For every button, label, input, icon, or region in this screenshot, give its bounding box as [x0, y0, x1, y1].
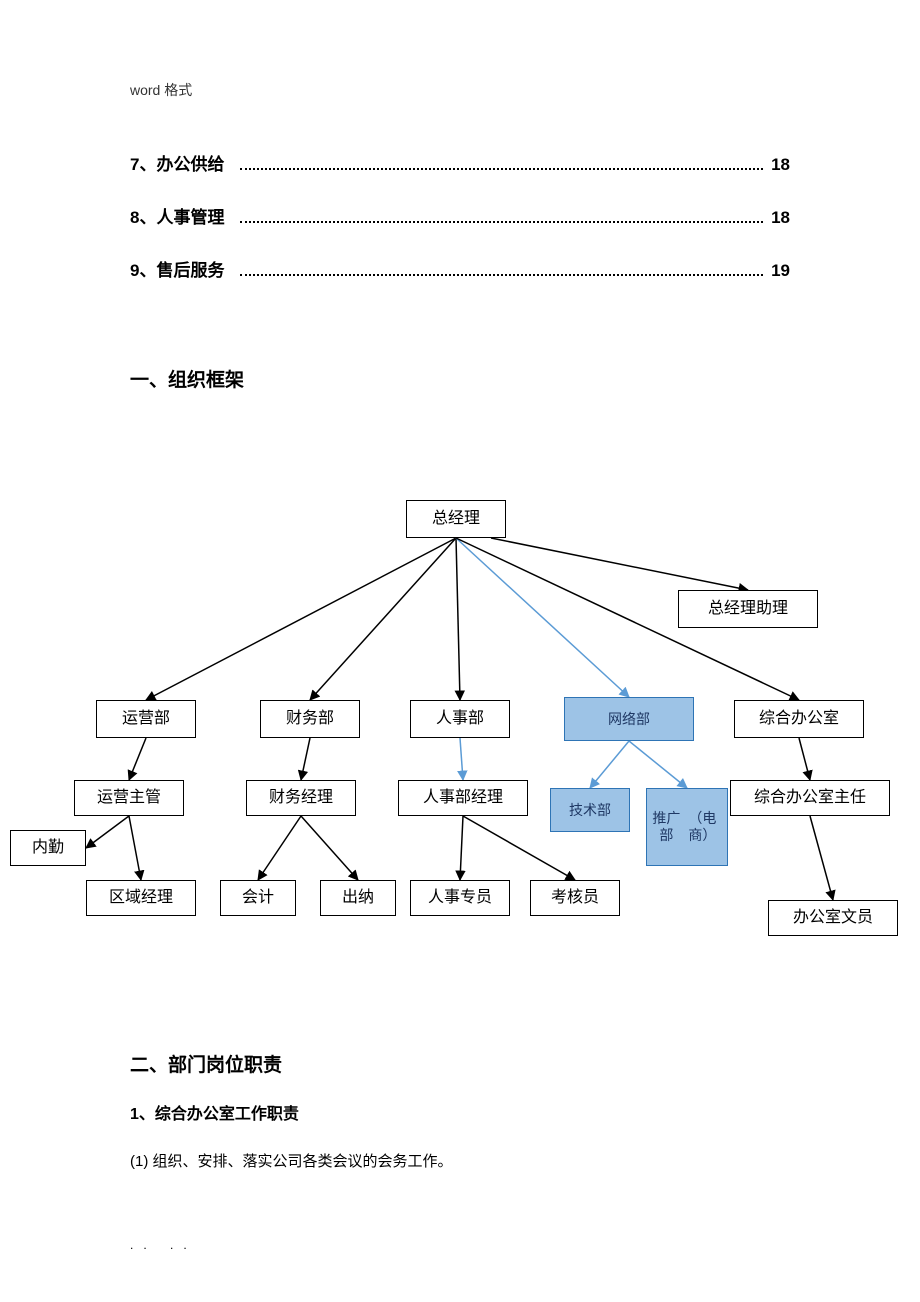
toc-page: 19 — [771, 261, 790, 281]
toc-page: 18 — [771, 208, 790, 228]
org-node-net: 网络部 — [564, 697, 694, 741]
org-node-assessor: 考核员 — [530, 880, 620, 916]
org-edge — [301, 816, 358, 880]
org-node-fin: 财务部 — [260, 700, 360, 738]
org-node-ops_mgr: 运营主管 — [74, 780, 184, 816]
org-edge — [590, 741, 629, 788]
org-node-hr_spec: 人事专员 — [410, 880, 510, 916]
org-edge — [258, 816, 301, 880]
toc-row: 7、办公供给 18 — [130, 150, 790, 175]
org-edge — [129, 738, 146, 780]
section-1-title: 一、组织框架 — [130, 365, 244, 392]
org-edge — [456, 538, 629, 697]
section-2-item1: (1) 组织、安排、落实公司各类会议的会务工作。 — [130, 1150, 453, 1171]
org-node-hr_mgr: 人事部经理 — [398, 780, 528, 816]
toc-page: 18 — [771, 155, 790, 175]
toc-dots — [240, 274, 763, 276]
org-node-gm: 总经理 — [406, 500, 506, 538]
org-node-ops: 运营部 — [96, 700, 196, 738]
footer-dots: .. .. — [130, 1238, 197, 1252]
org-edge — [310, 538, 456, 700]
org-node-clerk: 办公室文员 — [768, 900, 898, 936]
org-node-fin_mgr: 财务经理 — [246, 780, 356, 816]
toc: 7、办公供给 18 8、人事管理 18 9、售后服务 19 — [130, 150, 790, 309]
toc-dots — [240, 168, 763, 170]
toc-label: 7、办公供给 — [130, 150, 224, 175]
toc-row: 8、人事管理 18 — [130, 203, 790, 228]
org-edge — [460, 738, 463, 780]
org-node-acct: 会计 — [220, 880, 296, 916]
org-node-promo: 推广部（电商） — [646, 788, 728, 866]
org-edge — [460, 816, 463, 880]
header-note: word 格式 — [130, 80, 192, 100]
org-node-go_dir: 综合办公室主任 — [730, 780, 890, 816]
org-edge — [86, 816, 129, 848]
toc-dots — [240, 221, 763, 223]
org-node-go: 综合办公室 — [734, 700, 864, 738]
org-edge — [491, 538, 748, 590]
org-edge — [799, 738, 810, 780]
toc-label: 8、人事管理 — [130, 203, 224, 228]
org-edge — [456, 538, 460, 700]
org-node-back: 内勤 — [10, 830, 86, 866]
org-node-gm_asst: 总经理助理 — [678, 590, 818, 628]
org-edge — [629, 741, 687, 788]
org-node-cashier: 出纳 — [320, 880, 396, 916]
section-2-sub1: 1、综合办公室工作职责 — [130, 1100, 299, 1124]
org-node-tech: 技术部 — [550, 788, 630, 832]
section-2-title: 二、部门岗位职责 — [130, 1050, 282, 1077]
org-edge — [301, 738, 310, 780]
org-edge — [146, 538, 456, 700]
orgchart: 总经理总经理助理运营部 财务部 人事部 网络部 综合办公室运营主管 财务经理 人事部经理技术… — [10, 500, 910, 980]
org-edge — [810, 816, 833, 900]
org-node-area_mgr: 区域经理 — [86, 880, 196, 916]
toc-row: 9、售后服务 19 — [130, 256, 790, 281]
toc-label: 9、售后服务 — [130, 256, 224, 281]
org-node-hr: 人事部 — [410, 700, 510, 738]
org-edge — [129, 816, 141, 880]
